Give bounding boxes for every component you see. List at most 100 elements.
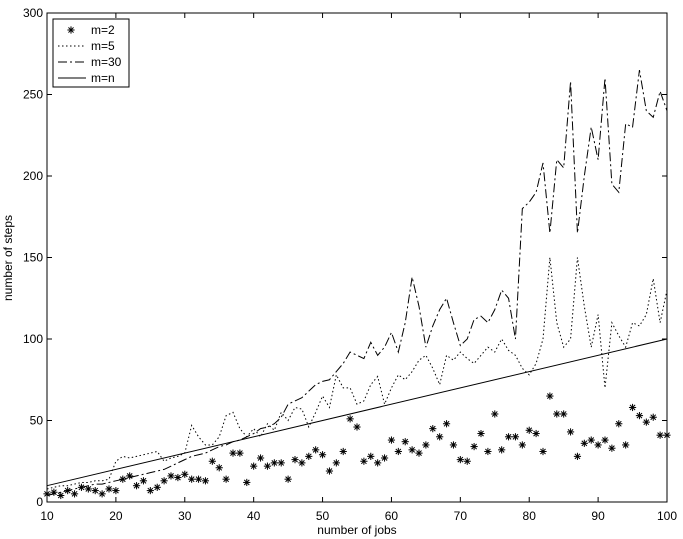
data-point bbox=[656, 431, 664, 439]
x-tick-label: 60 bbox=[385, 509, 399, 523]
data-point bbox=[318, 451, 327, 459]
data-point bbox=[153, 483, 161, 491]
data-point bbox=[449, 441, 458, 449]
y-axis-label: number of steps bbox=[1, 215, 15, 301]
data-point bbox=[57, 491, 65, 500]
data-point bbox=[146, 486, 154, 495]
series-line-m-5 bbox=[46, 257, 668, 490]
legend-label-m-2: m=2 bbox=[91, 23, 115, 37]
data-point bbox=[442, 420, 451, 428]
y-tick-label: 150 bbox=[23, 251, 43, 265]
series-line-m-n bbox=[46, 338, 668, 487]
data-point bbox=[642, 418, 650, 426]
axis-ticks: 10 20 30 40 50 60 70 80 90 100 0 50 100 150 200 250 300 bbox=[23, 6, 677, 523]
series-line-m-30 bbox=[46, 69, 668, 496]
data-point bbox=[263, 462, 272, 470]
data-point bbox=[387, 436, 396, 444]
legend-label-m-n: m=n bbox=[91, 71, 115, 85]
data-point bbox=[498, 446, 506, 454]
data-point bbox=[566, 428, 575, 436]
data-point bbox=[167, 472, 175, 480]
data-point bbox=[112, 486, 120, 495]
x-tick-label: 90 bbox=[591, 509, 605, 523]
data-point bbox=[188, 475, 196, 483]
data-point bbox=[132, 482, 141, 490]
x-axis-label: number of jobs bbox=[317, 523, 396, 537]
legend-label-m-5: m=5 bbox=[91, 39, 115, 53]
y-tick-label: 200 bbox=[23, 169, 43, 183]
data-point bbox=[284, 475, 292, 483]
data-point bbox=[456, 456, 464, 464]
data-point bbox=[346, 415, 354, 423]
data-point bbox=[105, 485, 113, 493]
data-point bbox=[608, 444, 616, 452]
data-point bbox=[43, 490, 51, 498]
data-point bbox=[429, 425, 437, 433]
data-point bbox=[332, 459, 340, 467]
data-point bbox=[601, 436, 609, 444]
data-point bbox=[277, 459, 285, 467]
data-point bbox=[573, 452, 582, 460]
data-point bbox=[422, 441, 430, 449]
data-point bbox=[91, 486, 99, 495]
data-point bbox=[539, 447, 547, 456]
data-point bbox=[270, 459, 278, 467]
data-point bbox=[139, 477, 148, 485]
legend-marker-m-2 bbox=[67, 26, 75, 34]
data-point bbox=[504, 433, 513, 441]
series-layer bbox=[43, 69, 671, 500]
data-point bbox=[560, 410, 568, 418]
legend-items: m=2 m=5 m=30 m=n bbox=[58, 23, 122, 85]
data-point bbox=[229, 449, 237, 457]
data-point bbox=[84, 485, 92, 493]
data-point bbox=[615, 420, 623, 428]
data-point bbox=[325, 467, 334, 475]
data-point bbox=[587, 436, 595, 444]
y-tick-label: 0 bbox=[36, 495, 43, 509]
y-tick-label: 50 bbox=[30, 414, 44, 428]
y-tick-label: 300 bbox=[23, 6, 43, 20]
data-point bbox=[126, 472, 134, 480]
data-point bbox=[374, 459, 382, 467]
data-point bbox=[291, 456, 299, 464]
data-point bbox=[525, 426, 533, 434]
x-tick-label: 30 bbox=[178, 509, 192, 523]
legend-label-m-30: m=30 bbox=[91, 55, 122, 69]
data-point bbox=[394, 447, 402, 456]
data-point bbox=[477, 429, 485, 438]
y-tick-label: 250 bbox=[23, 88, 43, 102]
legend-box bbox=[52, 18, 130, 88]
x-tick-label: 40 bbox=[247, 509, 261, 523]
data-point bbox=[256, 454, 265, 462]
data-point bbox=[580, 439, 588, 447]
data-point bbox=[98, 490, 106, 498]
data-point bbox=[174, 473, 182, 482]
data-point bbox=[215, 464, 223, 472]
data-point bbox=[553, 410, 561, 418]
data-point bbox=[463, 457, 471, 465]
data-point bbox=[353, 423, 361, 431]
data-point bbox=[470, 442, 478, 451]
data-point bbox=[119, 475, 127, 483]
data-point bbox=[243, 478, 251, 487]
data-point bbox=[236, 449, 244, 457]
data-point bbox=[622, 441, 630, 449]
data-point bbox=[194, 475, 203, 483]
x-tick-label: 10 bbox=[40, 509, 54, 523]
x-tick-label: 80 bbox=[523, 509, 537, 523]
data-point bbox=[532, 429, 540, 438]
data-point bbox=[181, 470, 189, 478]
data-point bbox=[546, 392, 554, 400]
plot-area bbox=[46, 12, 668, 503]
data-point bbox=[250, 462, 258, 470]
x-tick-label: 100 bbox=[657, 509, 677, 523]
data-point bbox=[298, 459, 306, 467]
data-point bbox=[201, 477, 210, 485]
data-point bbox=[518, 441, 526, 449]
x-tick-label: 20 bbox=[109, 509, 123, 523]
data-point bbox=[222, 475, 230, 483]
data-point bbox=[360, 457, 368, 465]
series-m-2 bbox=[43, 392, 671, 500]
data-point bbox=[491, 410, 499, 418]
